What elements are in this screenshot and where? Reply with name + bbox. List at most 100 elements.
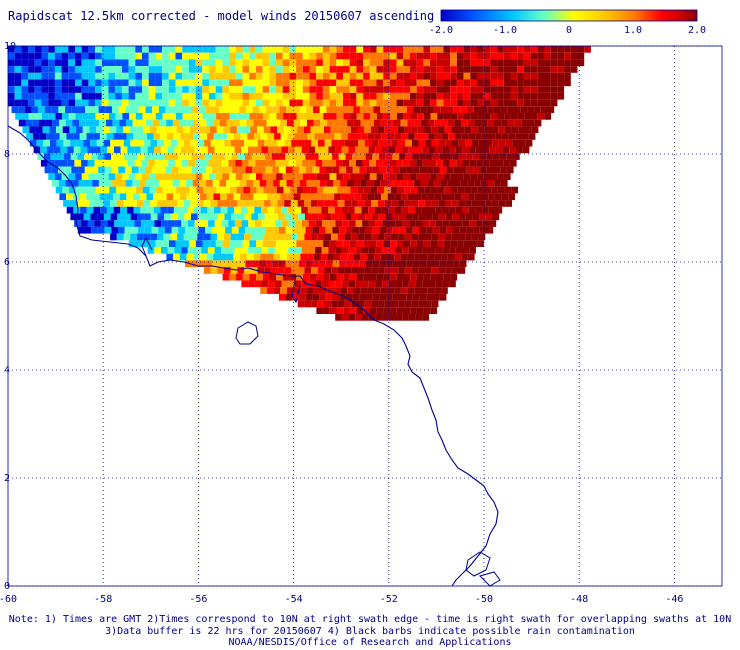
swath-cell — [487, 180, 495, 187]
swath-cell — [95, 52, 102, 60]
swath-cell — [63, 200, 70, 207]
swath-cell — [397, 126, 405, 134]
swath-cell — [347, 287, 354, 294]
swath-cell — [424, 186, 431, 194]
swath-cell — [81, 66, 89, 73]
swath-cell — [525, 139, 533, 147]
swath-cell — [490, 66, 498, 73]
swath-cell — [447, 180, 454, 187]
swath-cell — [349, 46, 357, 53]
swath-cell — [349, 240, 357, 247]
swath-cell — [175, 72, 183, 80]
swath-cell — [197, 233, 204, 241]
swath-cell — [444, 186, 451, 194]
swath-cell — [222, 79, 230, 87]
swath-cell — [196, 126, 204, 134]
swath-cell — [194, 206, 201, 214]
swath-cell — [458, 139, 466, 147]
swath-cell — [321, 133, 328, 140]
swath-cell — [215, 52, 223, 60]
swath-cell — [71, 166, 79, 174]
swath-cell — [383, 59, 390, 67]
swath-cell — [443, 79, 451, 87]
swath-cell — [503, 46, 511, 53]
swath-cell — [133, 133, 141, 140]
swath-cell — [537, 72, 544, 80]
swath-cell — [158, 106, 166, 113]
swath-cell — [357, 126, 365, 134]
swath-cell — [315, 220, 322, 227]
swath-cell — [271, 153, 279, 160]
swath-cell — [249, 66, 256, 73]
swath-cell — [398, 233, 405, 241]
swath-cell — [467, 106, 474, 113]
swath-cell — [80, 220, 88, 227]
swath-cell — [71, 106, 79, 113]
swath-cell — [307, 287, 314, 294]
swath-cell — [414, 193, 422, 201]
swath-cell — [403, 307, 411, 314]
swath-cell — [155, 52, 163, 60]
swath-cell — [410, 273, 417, 281]
swath-cell — [215, 79, 223, 87]
swath-cell — [21, 79, 29, 87]
swath-cell — [168, 72, 176, 80]
swath-cell — [8, 66, 15, 73]
swath-cell — [423, 66, 431, 73]
swath-cell — [166, 133, 174, 140]
swath-cell — [286, 180, 294, 187]
swath-cell — [517, 99, 524, 107]
swath-cell — [197, 213, 205, 221]
swath-cell — [81, 79, 89, 87]
swath-cell — [217, 200, 224, 207]
swath-cell — [276, 86, 283, 93]
swath-cell — [492, 139, 499, 147]
swath-cell — [497, 86, 504, 93]
swath-cell — [389, 59, 397, 67]
swath-cell — [187, 206, 194, 214]
swath-cell — [316, 46, 323, 53]
swath-cell — [528, 119, 535, 127]
swath-cell — [95, 86, 102, 93]
swath-cell — [154, 146, 161, 154]
swath-cell — [61, 173, 69, 180]
swath-cell — [144, 153, 152, 160]
swath-cell — [517, 72, 524, 80]
swath-cell — [456, 159, 463, 167]
swath-cell — [229, 46, 236, 53]
swath-cell — [387, 193, 395, 201]
swath-cell — [215, 72, 223, 80]
swath-cell — [349, 59, 357, 67]
swath-cell — [387, 119, 394, 127]
swath-cell — [412, 293, 420, 301]
swath-cell — [281, 206, 288, 214]
swath-cell — [197, 139, 205, 147]
swath-cell — [203, 200, 211, 207]
swath-cell — [261, 280, 269, 288]
swath-cell — [517, 79, 524, 87]
swath-cell — [483, 92, 491, 100]
swath-cell — [231, 213, 238, 221]
swath-cell — [175, 66, 183, 73]
swath-cell — [97, 213, 104, 221]
swath-cell — [207, 133, 214, 140]
swath-cell — [436, 79, 444, 87]
swath-cell — [462, 146, 470, 154]
swath-cell — [403, 240, 411, 247]
swath-cell — [450, 240, 458, 247]
swath-cell — [409, 220, 416, 227]
swath-cell — [509, 159, 517, 167]
swath-cell — [328, 146, 336, 154]
swath-cell — [211, 213, 218, 221]
swath-cell — [291, 139, 298, 147]
swath-cell — [62, 186, 70, 194]
swath-cell — [110, 200, 117, 207]
swath-cell — [135, 92, 142, 100]
swath-cell — [329, 99, 337, 107]
swath-cell — [406, 226, 413, 234]
swath-cell — [489, 146, 496, 154]
swath-cell — [229, 66, 236, 73]
swath-cell — [135, 86, 142, 93]
swath-cell — [65, 119, 73, 127]
swath-cell — [502, 146, 510, 154]
